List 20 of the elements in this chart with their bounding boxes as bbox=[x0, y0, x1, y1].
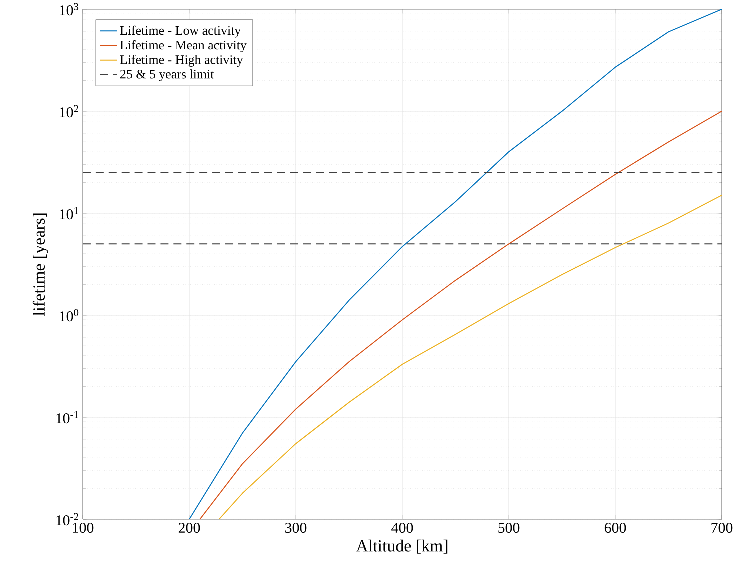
y-tick-label: 10$^{2}$ bbox=[60, 105, 78, 118]
y-axis-title: lifetime [years] bbox=[32, 214, 48, 316]
x-tick-label: 100 bbox=[73, 522, 94, 533]
x-tick-label: 500 bbox=[498, 522, 520, 533]
x-axis-title: Altitude [km] bbox=[356, 540, 448, 554]
legend-label: Lifetime - Low activity bbox=[120, 26, 242, 38]
line-series bbox=[200, 110, 722, 520]
x-tick-label: 700 bbox=[712, 522, 733, 533]
x-tick-label: 400 bbox=[392, 522, 414, 533]
line-series bbox=[218, 194, 722, 520]
x-tick-label: 300 bbox=[286, 522, 307, 533]
x-tick-label: 600 bbox=[604, 522, 626, 533]
y-tick-label: 10$^{0}$ bbox=[60, 309, 79, 322]
legend-label: Lifetime - Mean activity bbox=[120, 40, 247, 52]
y-tick-label: 10$^{-1}$ bbox=[56, 411, 78, 424]
legend-label: Lifetime - High activity bbox=[120, 54, 244, 67]
x-tick-label: 200 bbox=[178, 522, 200, 533]
y-tick-label: 10$^{1}$ bbox=[60, 207, 78, 220]
legend-label: 25 & 5 years limit bbox=[120, 69, 214, 82]
y-tick-label: 10$^{3}$ bbox=[60, 3, 79, 16]
